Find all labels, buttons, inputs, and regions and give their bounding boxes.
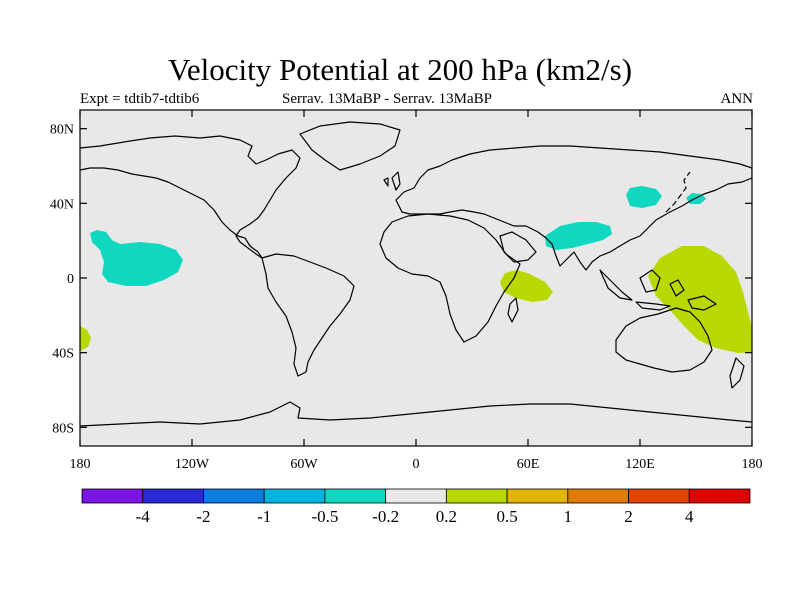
coastline-indonesia <box>599 269 717 311</box>
x-tick-label: 180 <box>742 457 763 472</box>
y-tick-label: 80S <box>52 421 74 436</box>
longitude-axis: 180 120W 60W 0 60E 120E 180 <box>70 110 763 472</box>
colorbar-label: 4 <box>685 507 694 526</box>
coastline-eurasia <box>395 145 752 271</box>
experiment-label: Expt = tdtib7-tdtib6 <box>80 91 200 107</box>
y-tick-label: 40N <box>50 197 74 212</box>
chart-title: Velocity Potential at 200 hPa (km2/s) <box>167 52 633 87</box>
colorbar-label: 1 <box>564 507 573 526</box>
colorbar-swatch <box>263 488 326 504</box>
coastline-greenland <box>299 121 401 171</box>
colorbar-label: 2 <box>624 507 633 526</box>
colorbar-label: -1 <box>257 507 271 526</box>
anomaly-layer <box>80 186 752 353</box>
colorbar-swatch <box>628 488 690 504</box>
x-tick-label: 0 <box>413 457 420 472</box>
negative-anomaly-northeast-china <box>626 186 662 208</box>
coastline-africa <box>379 213 521 343</box>
coastline-south-america <box>261 253 355 377</box>
colorbar-label: -4 <box>136 507 151 526</box>
coastlines <box>80 121 752 427</box>
x-tick-label: 180 <box>70 457 91 472</box>
case-label: Serrav. 13MaBP - Serrav. 13MaBP <box>282 91 492 107</box>
colorbar-label: -0.5 <box>311 507 338 526</box>
coastline-new-zealand <box>729 357 745 389</box>
colorbar-label: 0.2 <box>436 507 457 526</box>
coastline-north-america <box>80 135 301 259</box>
negative-anomaly-north-pacific <box>90 230 183 286</box>
colorbar-swatch <box>385 488 447 504</box>
coastline-uk <box>383 171 401 191</box>
positive-anomaly-arabian-sea <box>500 270 553 302</box>
x-tick-label: 60W <box>290 457 318 472</box>
coastline-antarctica <box>80 401 752 427</box>
positive-anomaly-maritime-continent <box>648 246 752 353</box>
colorbar-swatch <box>324 488 387 504</box>
colorbar-swatch <box>506 488 569 504</box>
x-tick-label: 60E <box>517 457 540 472</box>
y-tick-label: 80N <box>50 123 74 138</box>
positive-anomaly-southeast-pacific <box>80 326 91 351</box>
colorbar-swatch <box>142 488 204 504</box>
colorbar-swatch <box>81 488 144 504</box>
coastline-arabia <box>499 231 537 263</box>
colorbar-swatch <box>567 488 629 504</box>
coastline-madagascar <box>507 297 519 323</box>
colorbar-swatch <box>688 488 751 504</box>
colorbar-swatch <box>203 488 265 504</box>
x-tick-label: 120E <box>625 457 655 472</box>
colorbar-label: 0.5 <box>496 507 517 526</box>
latitude-axis: 80N 40N 0 40S 80S <box>50 123 752 436</box>
colorbar-label: -0.2 <box>372 507 399 526</box>
coastline-japan <box>665 171 691 213</box>
y-tick-label: 40S <box>52 347 74 362</box>
colorbar-label: -2 <box>196 507 210 526</box>
season-label: ANN <box>720 91 754 107</box>
colorbar-swatch <box>445 488 508 504</box>
colorbar: -4 -2 -1 -0.5 -0.2 0.2 0.5 1 2 4 <box>81 488 751 526</box>
x-tick-label: 120W <box>175 457 210 472</box>
coastline-australia <box>615 307 713 373</box>
negative-anomaly-south-asia <box>545 222 612 250</box>
y-tick-label: 0 <box>67 272 74 287</box>
